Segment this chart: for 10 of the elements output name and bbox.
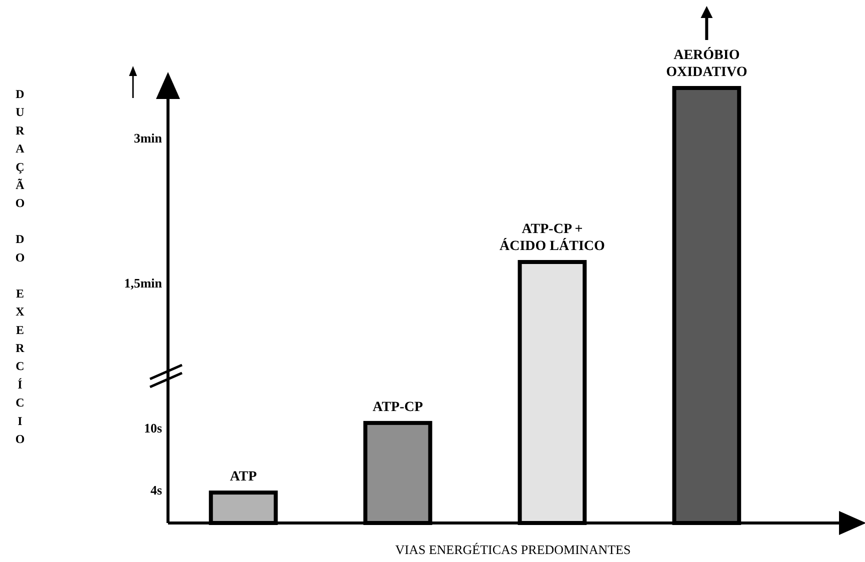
x-tick-label: AERÓBIO OXIDATIVO (666, 46, 748, 80)
x-tick-label: ATP (230, 470, 258, 485)
text: DURAÇÃO DO EXERCÍCIO (15, 87, 25, 446)
text: 4s (150, 482, 162, 498)
x-tick-label: ATP-CP + ÁCIDO LÁTICO (500, 222, 606, 254)
x-axis-title: VIAS ENERGÉTICAS PREDOMINANTES (395, 542, 631, 557)
x-tick-label: ATP-CP (372, 400, 424, 415)
text: 1,5min (124, 276, 163, 291)
text: 10s (144, 420, 162, 436)
text: 3min (134, 130, 163, 146)
